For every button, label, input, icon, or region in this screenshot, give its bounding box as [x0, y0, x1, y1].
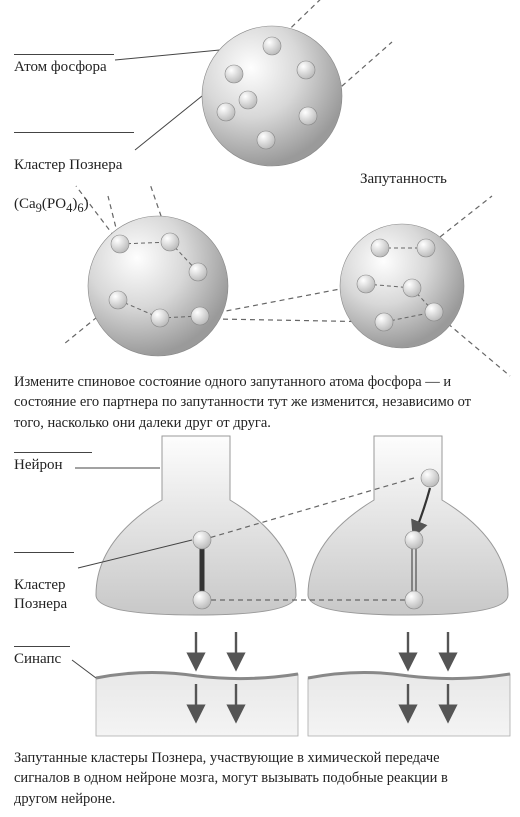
paragraph-1-text: Измените спиновое состояние одного запут… — [14, 374, 471, 431]
label-neuron-text: Нейрон — [14, 457, 63, 473]
label-entanglement-text: Запутанность — [360, 171, 447, 187]
label-synapse: Синапс — [14, 650, 61, 670]
label-phosphorus-atom: Атом фосфора — [14, 58, 107, 78]
label-phosphorus-atom-text: Атом фосфора — [14, 59, 107, 75]
posner-chem-l1: Кластер Познера — [14, 157, 122, 173]
posner-chem-formula: (Ca9(PO4)6) — [14, 196, 89, 212]
label-line-posner2 — [14, 552, 74, 553]
label-posner2-text: Кластер Познера — [14, 577, 67, 613]
label-posner-chem: Кластер Познера (Ca9(PO4)6) — [14, 136, 122, 216]
paragraph-2: Запутанные кластеры Познера, участвующие… — [14, 748, 494, 809]
label-line-synapse — [14, 646, 70, 647]
paragraph-2-text: Запутанные кластеры Познера, участвующие… — [14, 750, 448, 807]
label-line-neuron — [14, 452, 92, 453]
paragraph-1: Измените спиновое состояние одного запут… — [14, 372, 494, 433]
label-entanglement: Запутанность — [360, 170, 447, 190]
label-neuron: Нейрон — [14, 456, 63, 476]
label-line-phosphorus — [14, 54, 114, 55]
label-posner2: Кластер Познера — [14, 556, 67, 615]
label-line-posner-chem — [14, 132, 134, 133]
label-synapse-text: Синапс — [14, 651, 61, 667]
